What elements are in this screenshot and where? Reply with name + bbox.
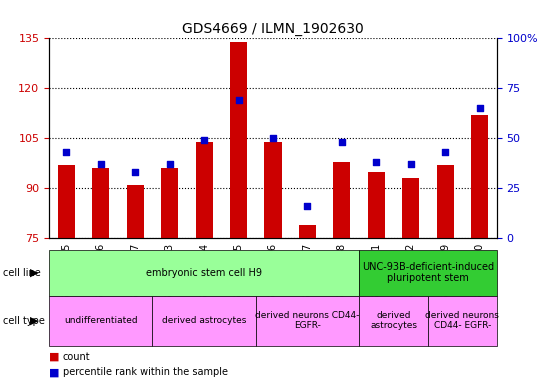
Text: cell line: cell line xyxy=(3,268,40,278)
Point xyxy=(62,149,71,155)
Text: undifferentiated: undifferentiated xyxy=(64,316,138,325)
Bar xyxy=(437,165,454,238)
Bar xyxy=(127,185,144,238)
Text: ▶: ▶ xyxy=(30,316,39,326)
Point xyxy=(441,149,449,155)
Text: count: count xyxy=(63,352,91,362)
Text: ▶: ▶ xyxy=(30,268,39,278)
Text: ■: ■ xyxy=(49,352,60,362)
Point xyxy=(97,161,105,167)
Text: embryonic stem cell H9: embryonic stem cell H9 xyxy=(146,268,262,278)
Point xyxy=(200,137,209,143)
Point xyxy=(269,135,277,141)
Point xyxy=(131,169,140,175)
Text: derived neurons CD44-
EGFR-: derived neurons CD44- EGFR- xyxy=(255,311,360,330)
Bar xyxy=(299,225,316,238)
Bar xyxy=(367,172,385,238)
Point xyxy=(234,97,243,103)
Bar xyxy=(471,115,488,238)
Bar xyxy=(264,142,282,238)
Text: derived
astrocytes: derived astrocytes xyxy=(370,311,417,330)
Point xyxy=(372,159,381,165)
Text: UNC-93B-deficient-induced
pluripotent stem: UNC-93B-deficient-induced pluripotent st… xyxy=(362,262,494,283)
Bar xyxy=(195,142,213,238)
Text: derived neurons
CD44- EGFR-: derived neurons CD44- EGFR- xyxy=(425,311,500,330)
Bar xyxy=(333,162,351,238)
Point xyxy=(337,139,346,145)
Text: percentile rank within the sample: percentile rank within the sample xyxy=(63,367,228,377)
Text: derived astrocytes: derived astrocytes xyxy=(162,316,246,325)
Point xyxy=(165,161,174,167)
Text: ■: ■ xyxy=(49,367,60,377)
Bar xyxy=(92,168,109,238)
Bar xyxy=(402,178,419,238)
Point xyxy=(475,105,484,111)
Bar xyxy=(58,165,75,238)
Title: GDS4669 / ILMN_1902630: GDS4669 / ILMN_1902630 xyxy=(182,22,364,36)
Point xyxy=(303,203,312,209)
Point xyxy=(406,161,415,167)
Bar xyxy=(230,42,247,238)
Bar xyxy=(161,168,179,238)
Text: cell type: cell type xyxy=(3,316,45,326)
